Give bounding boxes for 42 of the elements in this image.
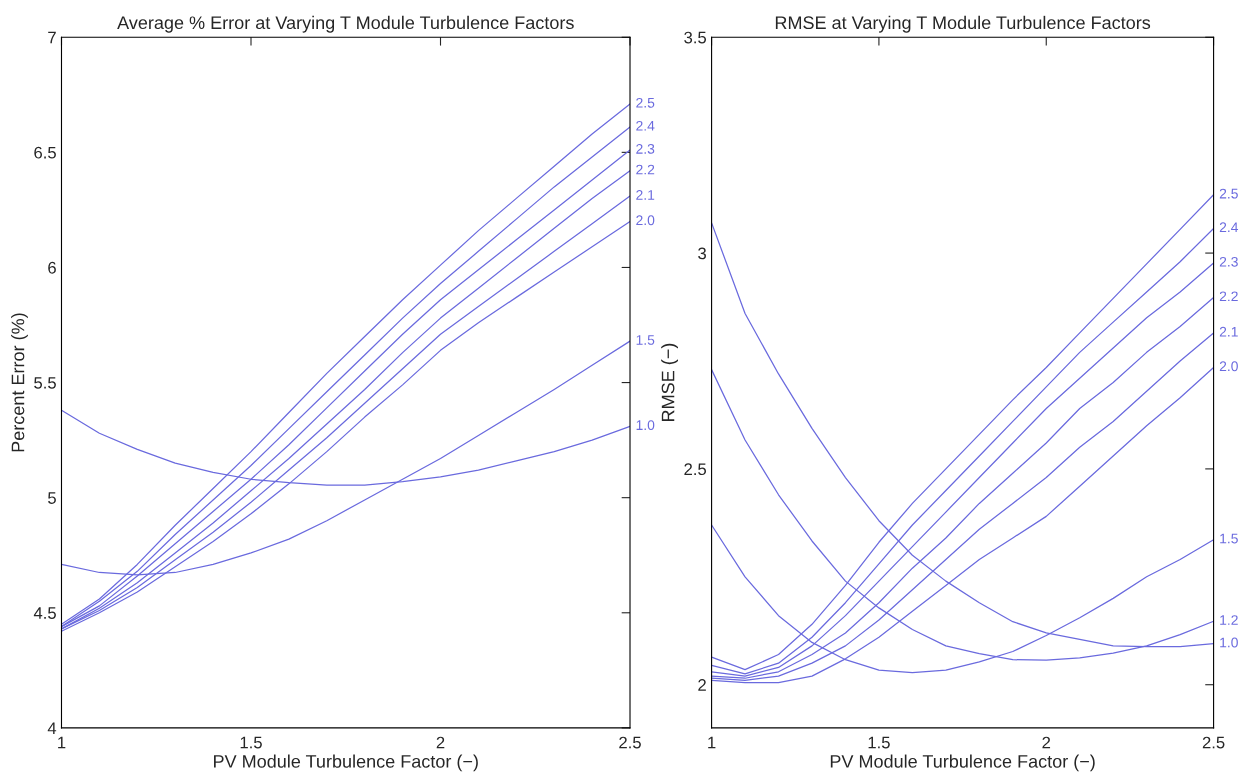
series-label: 1.0 (636, 420, 655, 431)
series-label: 2.5 (636, 97, 655, 108)
chart-title: RMSE at Varying T Module Turbulence Factors (775, 15, 1151, 33)
series-label: 2.2 (1219, 291, 1238, 302)
x-tick-label: 2.5 (619, 736, 641, 749)
y-tick-label: 2.5 (684, 463, 707, 476)
x-axis-title: PV Module Turbulence Factor (−) (830, 754, 1095, 772)
y-tick-label: 2 (698, 679, 706, 691)
series-label: 2.1 (636, 189, 655, 200)
y-axis-title: Percent Error (%) (11, 313, 28, 452)
y-tick-label: 4 (47, 722, 57, 734)
x-tick-label: 2 (436, 736, 445, 749)
y-tick-label: 6.5 (34, 146, 56, 159)
series-label: 2.3 (1219, 256, 1238, 267)
y-tick-label: 6 (48, 261, 56, 274)
series-label: 2.0 (1219, 361, 1238, 372)
series-label: 2.1 (1219, 326, 1238, 337)
chart-title: Average % Error at Varying T Module Turbulence Factors (117, 15, 574, 33)
y-tick-label: 3.5 (684, 31, 707, 44)
x-tick-label: 1.5 (240, 736, 262, 749)
series-label: 1.2 (1220, 615, 1238, 625)
series-label: 2.0 (636, 215, 655, 226)
series-label: 2.2 (636, 164, 655, 175)
series-label: 2.3 (636, 143, 655, 154)
series-label: 2.5 (1219, 188, 1238, 199)
y-tick-label: 4.5 (33, 607, 56, 619)
x-tick-label: 2.5 (1202, 736, 1225, 749)
x-axis-title: PV Module Turbulence Factor (−) (214, 754, 478, 772)
y-tick-label: 3 (698, 247, 706, 260)
series-label: 1.5 (636, 335, 655, 345)
x-tick-label: 1.5 (868, 736, 890, 749)
series-label: 2.4 (1219, 222, 1239, 233)
y-axis-title: RMSE (−) (661, 343, 678, 421)
series-label: 2.4 (636, 120, 655, 131)
x-tick-label: 1 (708, 736, 716, 749)
x-tick-label: 2 (1042, 736, 1051, 749)
y-tick-label: 7 (48, 31, 56, 44)
series-label: 1.0 (1220, 637, 1238, 648)
y-tick-label: 5 (48, 492, 56, 504)
x-tick-label: 1 (58, 736, 66, 749)
y-tick-label: 5.5 (34, 377, 56, 389)
series-label: 1.5 (1220, 533, 1238, 544)
